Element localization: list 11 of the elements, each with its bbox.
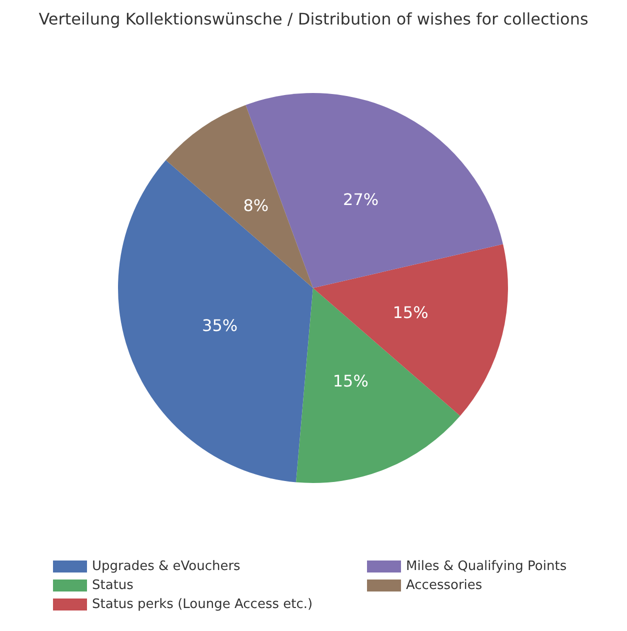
data-label: 27% <box>343 190 379 210</box>
data-label: 15% <box>332 372 368 391</box>
legend-label: Status <box>92 578 134 593</box>
legend-label: Status perks (Lounge Access etc.) <box>92 597 313 612</box>
data-label: 15% <box>392 302 428 322</box>
chart-title: Verteilung Kollektionswünsche / Distribution of wishes for collections <box>38 10 588 28</box>
legend-label: Upgrades & eVouchers <box>92 559 241 574</box>
legend-label: Miles & Qualifying Points <box>406 559 567 574</box>
legend-label: Accessories <box>406 578 482 593</box>
data-label: 8% <box>243 196 269 215</box>
data-label: 35% <box>202 316 238 336</box>
